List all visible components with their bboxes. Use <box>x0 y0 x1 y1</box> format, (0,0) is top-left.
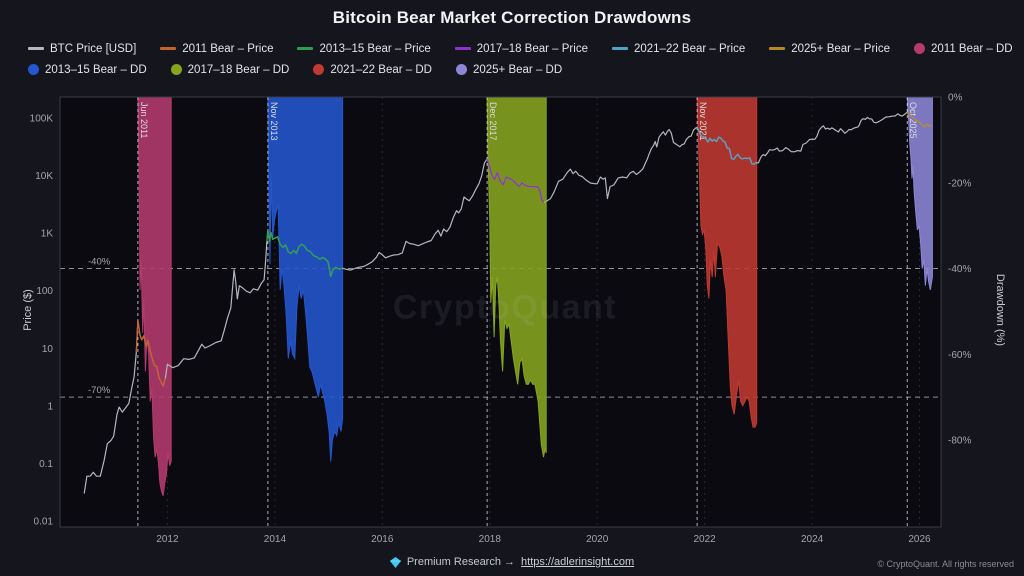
svg-text:2012: 2012 <box>156 534 179 545</box>
svg-text:100: 100 <box>36 286 53 297</box>
svg-text:Jun 2011: Jun 2011 <box>139 102 149 138</box>
price-overlay-2013-15 <box>266 229 343 277</box>
peak-line-2021-22: Nov 2021 <box>696 97 708 527</box>
gem-icon <box>389 556 401 568</box>
svg-text:10K: 10K <box>35 171 53 182</box>
peak-line-2013-15: Nov 2013 <box>267 97 279 527</box>
legend-line-marker <box>454 47 471 50</box>
svg-text:-40%: -40% <box>948 264 971 275</box>
x-axis-ticks: 2012 2014 2016 2018 2020 2022 2024 2026 <box>156 534 931 545</box>
peak-line-2025plus: Oct 2025 <box>906 97 918 527</box>
svg-text:2026: 2026 <box>908 534 931 545</box>
legend-label: 2021–22 Bear – Price <box>633 42 746 55</box>
btc-price-line <box>83 111 932 494</box>
legend-label: 2025+ Bear – Price <box>791 42 890 55</box>
svg-text:0.01: 0.01 <box>34 517 54 528</box>
legend-item-2011-bear-price[interactable]: 2011 Bear – Price <box>160 43 273 55</box>
svg-text:2022: 2022 <box>693 534 716 545</box>
legend: BTC Price [USD] 2011 Bear – Price 2013–15 … <box>28 38 1016 80</box>
y-axis-title-price: Price ($) <box>22 289 34 331</box>
price-overlay-2017-18 <box>486 158 545 203</box>
dd-area-2021-22 <box>696 96 758 428</box>
dd-area-2011 <box>137 96 172 496</box>
legend-circle-marker <box>914 43 925 54</box>
svg-text:2024: 2024 <box>801 534 824 545</box>
legend-item-2011-bear-dd[interactable]: 2011 Bear – DD <box>914 43 1013 55</box>
svg-text:2016: 2016 <box>371 534 394 545</box>
svg-text:10: 10 <box>42 344 54 355</box>
svg-text:2018: 2018 <box>479 534 502 545</box>
svg-text:0.1: 0.1 <box>39 459 53 470</box>
legend-label: 2025+ Bear – DD <box>472 63 563 76</box>
peak-line-2017-18: Dec 2017 <box>486 97 498 527</box>
legend-circle-marker <box>28 64 39 75</box>
svg-text:100K: 100K <box>30 114 54 125</box>
svg-text:1: 1 <box>47 401 53 412</box>
price-overlay-2025plus <box>906 111 932 128</box>
legend-item-2017-18-bear-dd[interactable]: 2017–18 Bear – DD <box>170 63 290 76</box>
legend-line-marker <box>28 47 44 50</box>
footer: Premium Research → https://adlerinsight.… <box>0 556 1024 568</box>
legend-circle-marker <box>313 64 325 75</box>
svg-text:2020: 2020 <box>586 534 609 545</box>
legend-item-2013-15-bear-dd[interactable]: 2013–15 Bear – DD <box>28 64 147 76</box>
legend-item-btc-price-usd-[interactable]: BTC Price [USD] <box>28 43 136 55</box>
drawdown-annotation-lines: -40% -70% <box>60 257 941 398</box>
legend-line-marker <box>611 47 628 50</box>
y-axis-price-ticks: 100K 10K 1K 100 10 1 0.1 0.01 <box>30 114 54 528</box>
legend-label: 2011 Bear – DD <box>931 42 1013 55</box>
footer-premium-text: Premium Research → <box>406 556 516 568</box>
legend-row: BTC Price [USD] 2011 Bear – Price 2013–15 … <box>28 38 1016 59</box>
svg-text:Nov 2021: Nov 2021 <box>698 102 708 141</box>
legend-label: BTC Price [USD] <box>50 42 137 55</box>
price-overlay-2021-22 <box>696 127 757 165</box>
legend-label: 2013–15 Bear – Price <box>319 42 431 55</box>
svg-text:-60%: -60% <box>948 350 971 361</box>
legend-item-2021-22-bear-dd[interactable]: 2021–22 Bear – DD <box>313 64 432 76</box>
legend-label: 2013–15 Bear – DD <box>45 63 147 76</box>
svg-text:0%: 0% <box>948 93 963 104</box>
copyright-text: © CryptoQuant. All rights reserved <box>877 559 1014 569</box>
svg-text:Oct 2025: Oct 2025 <box>908 102 918 139</box>
svg-text:-70%: -70% <box>88 385 111 396</box>
legend-label: 2017–18 Bear – Price <box>476 42 588 55</box>
dd-area-2025plus <box>906 96 933 290</box>
svg-text:-40%: -40% <box>88 257 111 268</box>
legend-item-2025+-bear-price[interactable]: 2025+ Bear – Price <box>769 43 890 55</box>
svg-text:2014: 2014 <box>264 534 287 545</box>
legend-line-marker <box>297 47 314 50</box>
y-axis-drawdown-ticks: 0% -20% -40% -60% -80% <box>948 93 971 447</box>
plot-frame <box>59 96 942 528</box>
legend-line-marker <box>160 47 177 50</box>
legend-row: 2013–15 Bear – DD 2017–18 Bear – DD 2021–2… <box>28 59 1016 80</box>
legend-circle-marker <box>455 64 467 75</box>
svg-text:1K: 1K <box>41 229 54 240</box>
price-overlay-2011 <box>135 319 166 387</box>
legend-item-2013-15-bear-price[interactable]: 2013–15 Bear – Price <box>297 42 431 55</box>
legend-label: 2011 Bear – Price <box>182 42 274 55</box>
legend-label: 2021–22 Bear – DD <box>330 63 432 76</box>
legend-circle-marker <box>170 64 182 75</box>
legend-item-2017-18-bear-price[interactable]: 2017–18 Bear – Price <box>454 42 588 55</box>
svg-text:-20%: -20% <box>948 178 971 189</box>
legend-label: 2017–18 Bear – DD <box>187 63 290 76</box>
dd-area-2013-15 <box>267 96 344 462</box>
legend-line-marker <box>769 47 786 50</box>
svg-text:Dec 2017: Dec 2017 <box>488 102 498 141</box>
y-axis-title-drawdown: Drawdown (%) <box>994 273 1006 347</box>
legend-item-2025+-bear-dd[interactable]: 2025+ Bear – DD <box>455 63 563 76</box>
legend-item-2021-22-bear-price[interactable]: 2021–22 Bear – Price <box>611 42 746 55</box>
footer-link[interactable]: https://adlerinsight.com <box>521 556 635 568</box>
svg-text:-80%: -80% <box>948 436 971 447</box>
chart-title: Bitcoin Bear Market Correction Drawdowns <box>332 8 692 27</box>
svg-text:Nov 2013: Nov 2013 <box>269 102 279 141</box>
peak-line-2011: Jun 2011 <box>137 97 149 527</box>
